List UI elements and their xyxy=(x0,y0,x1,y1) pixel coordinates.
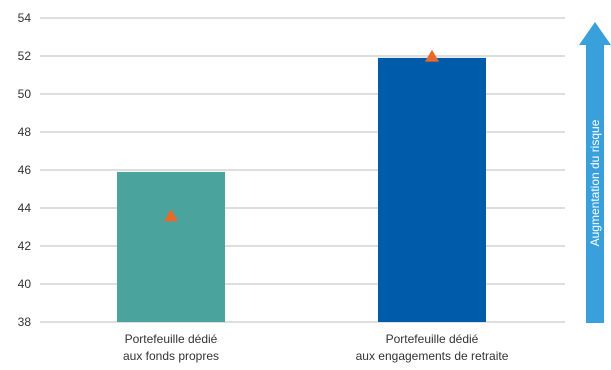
x-category-label: aux fonds propres xyxy=(123,349,219,363)
risk-arrow-icon xyxy=(579,22,611,323)
y-tick-label: 42 xyxy=(18,239,32,253)
markers xyxy=(164,49,439,222)
marker-triangle xyxy=(425,49,439,62)
y-tick-label: 44 xyxy=(18,201,32,215)
y-tick-label: 48 xyxy=(18,125,32,139)
bars xyxy=(117,57,486,323)
marker-triangle xyxy=(164,209,178,222)
y-tick-label: 46 xyxy=(18,163,32,177)
y-tick-label: 52 xyxy=(18,49,32,63)
bar xyxy=(378,57,486,323)
y-tick-label: 40 xyxy=(18,277,32,291)
x-axis-categories: Portefeuille dédié aux fonds propres Porte… xyxy=(123,332,509,363)
y-tick-label: 50 xyxy=(18,87,32,101)
x-category-label: Portefeuille dédié xyxy=(386,332,479,346)
x-category-label: aux engagements de retraite xyxy=(356,349,509,363)
y-axis-ticks: 38 40 42 44 46 48 50 52 54 xyxy=(18,11,32,329)
y-tick-label: 38 xyxy=(18,315,32,329)
risk-arrow: Augmentation du risque xyxy=(579,22,611,323)
bar xyxy=(117,171,225,322)
y-tick-label: 54 xyxy=(18,11,32,25)
x-category-label: Portefeuille dédié xyxy=(125,332,218,346)
risk-arrow-label: Augmentation du risque xyxy=(588,119,602,246)
